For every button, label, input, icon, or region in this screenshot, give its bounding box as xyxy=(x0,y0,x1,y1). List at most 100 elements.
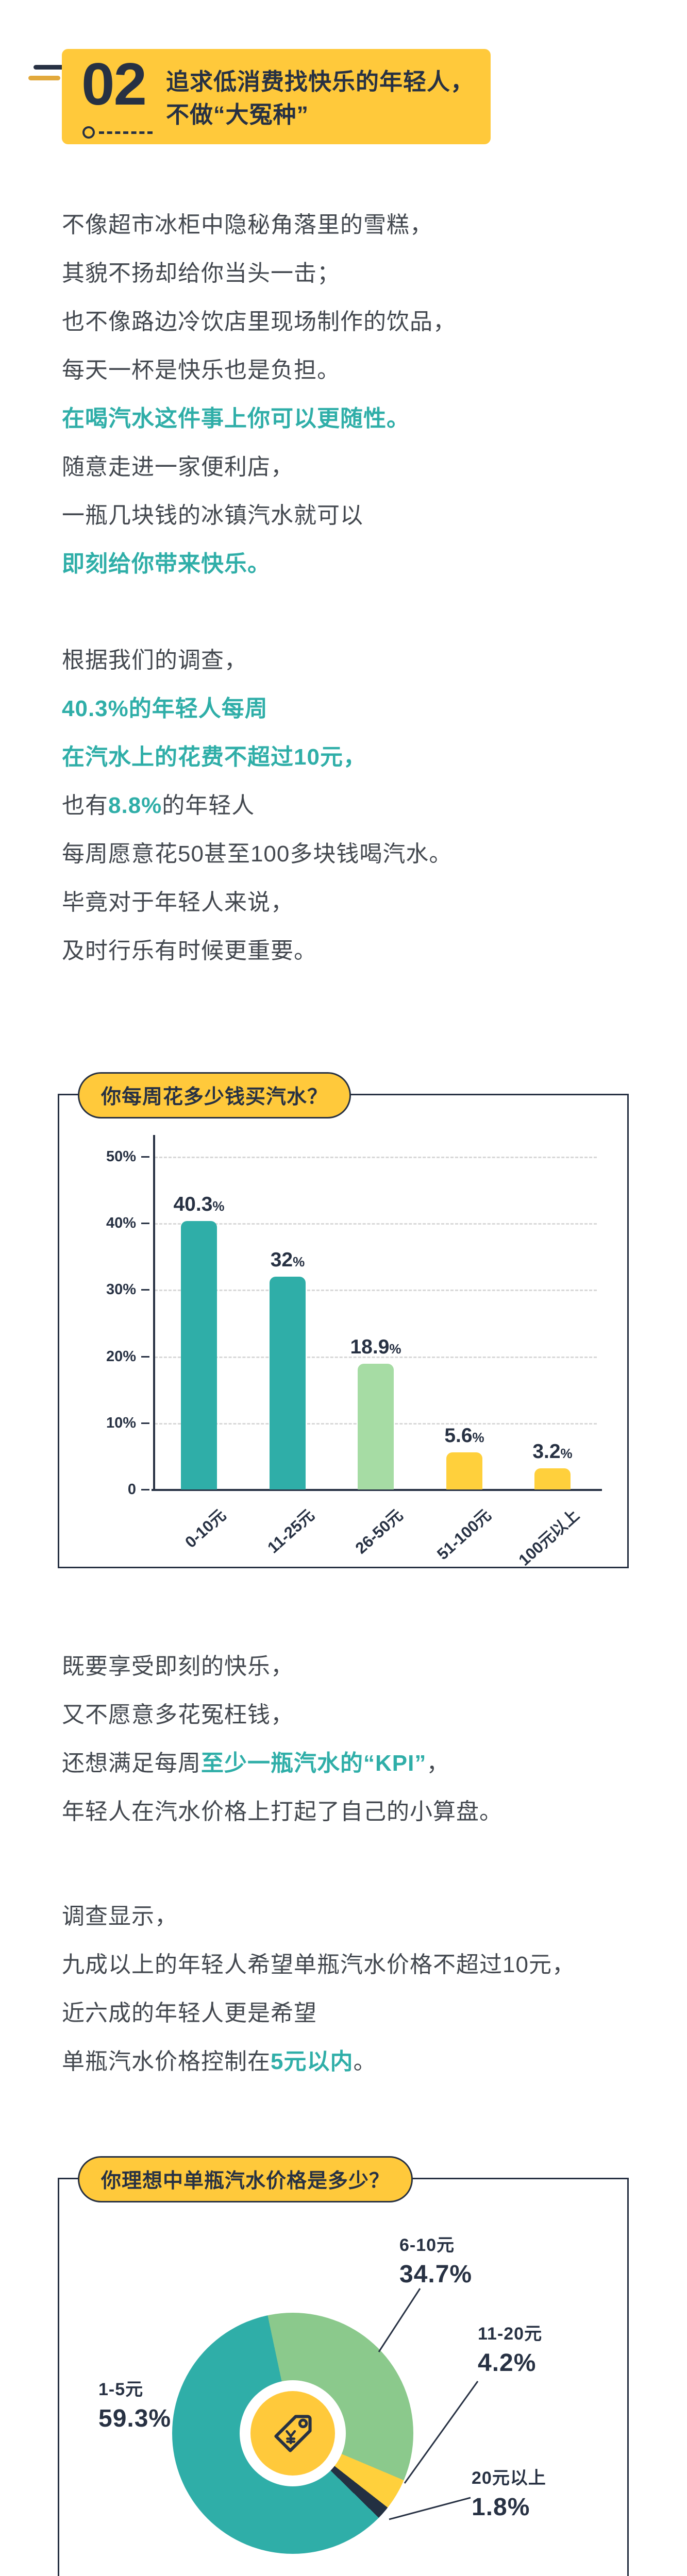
y-tick: 50% xyxy=(62,1147,149,1166)
donut-slice-value: 59.3% xyxy=(98,2405,172,2432)
deco-line-dark xyxy=(33,65,65,70)
text-segment: 毕竟对于年轻人来说， xyxy=(62,890,294,915)
gridline xyxy=(155,1357,597,1358)
text-line: 还想满足每周至少一瓶汽水的“KPI”， xyxy=(62,1739,649,1788)
percent-sign: % xyxy=(472,1429,484,1445)
text-segment: 其貌不扬却给你当头一击； xyxy=(62,261,340,286)
header-deco-lines xyxy=(28,65,70,80)
text-line: 每周愿意花50甚至100多块钱喝汽水。 xyxy=(62,830,649,878)
text-line: 根据我们的调查， xyxy=(62,636,649,685)
percent-sign: % xyxy=(560,1445,573,1461)
paragraph-1: 不像超市冰柜中隐秘角落里的雪糕， 其貌不扬却给你当头一击； 也不像路边冷饮店里现… xyxy=(62,201,649,588)
section-number: 02 xyxy=(81,50,147,117)
bar-value-number: 18.9 xyxy=(350,1335,390,1358)
y-tick-mark xyxy=(141,1289,149,1291)
text-line: 也有8.8%的年轻人 xyxy=(62,782,649,830)
deco-line-gold xyxy=(28,76,60,80)
coupon-dash-line xyxy=(99,131,153,134)
highlight-text: 至少一瓶汽水的“KPI” xyxy=(201,1751,427,1776)
bar-group: 32% xyxy=(243,1157,332,1489)
donut-label-20-plus: 20元以上 1.8% xyxy=(472,2464,546,2521)
bar-value-number: 3.2 xyxy=(532,1440,561,1463)
text-segment: 还想满足每周 xyxy=(62,1751,201,1776)
y-tick-mark xyxy=(141,1355,149,1358)
donut-label-1-5: 1-5元 59.3% xyxy=(98,2375,171,2433)
bar-category-label: 26-50元 xyxy=(351,1505,406,1557)
donut-label-6-10: 6-10元 34.7% xyxy=(399,2231,472,2289)
y-tick-label: 0 xyxy=(127,1481,136,1498)
text-line: 一瓶几块钱的冰镇汽水就可以 xyxy=(62,492,649,540)
bar-value-number: 32 xyxy=(270,1248,293,1271)
text-segment: 调查显示， xyxy=(62,1904,178,1929)
bar-11-25 xyxy=(270,1276,306,1489)
coupon-circle-icon xyxy=(82,126,95,139)
x-axis-line xyxy=(152,1489,602,1491)
bar-value-label: 18.9% xyxy=(350,1336,401,1359)
donut-slice-name: 6-10元 xyxy=(399,2235,455,2255)
donut-center-badge xyxy=(250,2391,335,2476)
y-tick-mark xyxy=(141,1222,149,1224)
bar-chart-title: 你每周花多少钱买汽水？ xyxy=(101,1086,328,1108)
highlight-text: 在汽水上的花费不超过10元， xyxy=(62,744,366,770)
y-tick-mark xyxy=(141,1488,149,1490)
highlight-text: 8.8% xyxy=(108,793,162,818)
text-line: 在喝汽水这件事上你可以更随性。 xyxy=(62,395,649,443)
text-line: 其貌不扬却给你当头一击； xyxy=(62,249,649,298)
y-tick-mark xyxy=(141,1422,149,1424)
percent-sign: % xyxy=(293,1253,305,1269)
gridline xyxy=(155,1223,597,1225)
y-tick: 10% xyxy=(62,1414,149,1432)
bar-value-label: 5.6% xyxy=(444,1425,484,1447)
donut-slice-name: 11-20元 xyxy=(478,2324,543,2344)
bar-category-label: 0-10元 xyxy=(181,1505,229,1552)
text-line: 既要享受即刻的快乐， xyxy=(62,1642,649,1691)
bar-category-label: 11-25元 xyxy=(264,1505,318,1557)
bar-group: 3.2% xyxy=(508,1157,597,1489)
bar-0-10 xyxy=(181,1221,217,1489)
highlight-text: 即刻给你带来快乐。 xyxy=(62,551,271,577)
bar-value-label: 3.2% xyxy=(532,1440,572,1463)
text-segment: 每周愿意花50甚至100多块钱喝汽水。 xyxy=(62,841,453,867)
text-line: 毕竟对于年轻人来说， xyxy=(62,878,649,927)
percent-sign: % xyxy=(212,1198,225,1214)
section-header: 02 追求低消费找快乐的年轻人， 不做“大冤种” xyxy=(62,49,491,144)
highlight-text: 在喝汽水这件事上你可以更随性。 xyxy=(62,406,410,431)
paragraph-3: 既要享受即刻的快乐， 又不愿意多花冤枉钱， 还想满足每周至少一瓶汽水的“KPI”… xyxy=(62,1642,649,1836)
y-tick: 20% xyxy=(62,1347,149,1366)
bar-chart-plot: 50% 40% 30% 20% 10% 0 40.3% 32% 18.9% 5.… xyxy=(106,1135,602,1569)
bar-value-number: 5.6 xyxy=(444,1424,473,1447)
text-segment: 每天一杯是快乐也是负担。 xyxy=(62,358,340,383)
text-line: 每天一杯是快乐也是负担。 xyxy=(62,346,649,395)
text-segment: 根据我们的调查， xyxy=(62,648,247,673)
y-tick: 40% xyxy=(62,1214,149,1232)
text-segment: 也不像路边冷饮店里现场制作的饮品， xyxy=(62,309,456,334)
y-axis-line xyxy=(153,1135,155,1490)
paragraph-2: 根据我们的调查， 40.3%的年轻人每周 在汽水上的花费不超过10元， 也有8.… xyxy=(62,636,649,975)
text-segment: ， xyxy=(426,1751,450,1776)
donut-slice-name: 20元以上 xyxy=(472,2468,546,2488)
donut-slice-name: 1-5元 xyxy=(98,2380,144,2399)
donut-slice-value: 34.7% xyxy=(399,2261,473,2288)
text-segment: 及时行乐有时候更重要。 xyxy=(62,938,317,963)
text-segment: 的年轻人 xyxy=(162,793,255,818)
bar-group: 5.6% xyxy=(420,1157,509,1489)
paragraph-4: 调查显示， 九成以上的年轻人希望单瓶汽水价格不超过10元， 近六成的年轻人更是希… xyxy=(62,1892,649,2086)
text-segment: 不像超市冰柜中隐秘角落里的雪糕， xyxy=(62,212,433,238)
bar-chart-title-pill: 你每周花多少钱买汽水？ xyxy=(78,1072,351,1118)
donut-chart-card: 你理想中单瓶汽水价格是多少？ 6-10元 34.7% 11-20元 4.2% 2… xyxy=(58,2156,629,2576)
text-line: 调查显示， xyxy=(62,1892,649,1941)
highlight-text: 5元以内 xyxy=(271,2049,354,2074)
text-line: 在汽水上的花费不超过10元， xyxy=(62,733,649,782)
bar-chart-card: 你每周花多少钱买汽水？ 50% 40% 30% 20% 10% 0 40.3% … xyxy=(58,1072,629,1569)
donut-chart-title-pill: 你理想中单瓶汽水价格是多少？ xyxy=(78,2156,413,2202)
y-tick-label: 20% xyxy=(106,1348,136,1365)
bar-category-label: 51-100元 xyxy=(433,1505,495,1564)
section-title-line2: 不做“大冤种” xyxy=(166,101,309,128)
bar-group: 18.9% xyxy=(331,1157,420,1489)
gridline xyxy=(155,1157,597,1158)
donut-slice-value: 1.8% xyxy=(472,2494,530,2521)
bar-value-number: 40.3 xyxy=(173,1193,213,1216)
text-segment: 一瓶几块钱的冰镇汽水就可以 xyxy=(62,503,363,528)
y-tick-label: 10% xyxy=(106,1414,136,1431)
